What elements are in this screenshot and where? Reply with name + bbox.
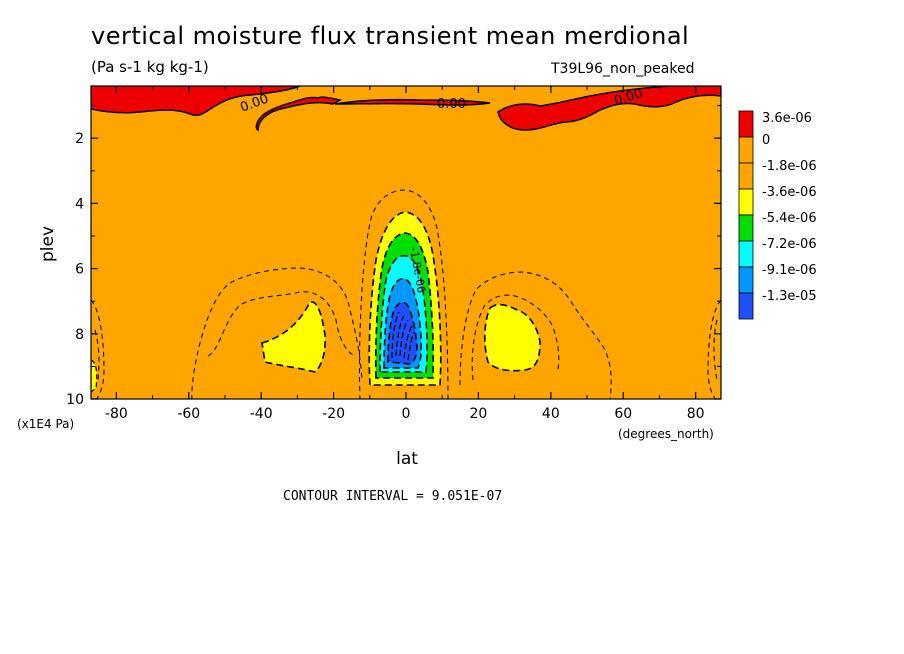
x-axis-units: (degrees_north) bbox=[618, 427, 714, 441]
color-legend: 3.6e-06 0 -1.8e-06 -3.6e-06 -5.4e-06 -7.2e-06… bbox=[738, 110, 817, 320]
y-tick-label: 10 bbox=[66, 392, 84, 408]
x-tick-label: 40 bbox=[542, 406, 560, 422]
x-tick-label: -20 bbox=[322, 406, 345, 422]
legend-swatch bbox=[738, 266, 754, 294]
legend-swatch bbox=[738, 136, 754, 164]
legend-label: -1.3e-05 bbox=[762, 289, 817, 304]
contour-interval-label: CONTOUR INTERVAL = 9.051E-07 bbox=[283, 489, 503, 504]
legend-label: -3.6e-06 bbox=[762, 185, 817, 200]
chart-title: vertical moisture flux transient mean me… bbox=[91, 22, 690, 50]
y-tick-label: 8 bbox=[75, 327, 84, 343]
x-tick-label: -80 bbox=[105, 406, 128, 422]
legend-swatch bbox=[738, 110, 754, 138]
legend-label: 0 bbox=[762, 133, 770, 148]
x-tick-label: 0 bbox=[402, 406, 411, 422]
legend-label: -9.1e-06 bbox=[762, 263, 817, 278]
x-axis: -80 -60 -40 -20 0 20 40 60 80 bbox=[105, 86, 705, 422]
legend-swatch bbox=[738, 214, 754, 242]
legend-swatch bbox=[738, 240, 754, 268]
contour-band-yellow-nh bbox=[484, 303, 541, 372]
legend-label: -5.4e-06 bbox=[762, 211, 817, 226]
contour-band-yellow-edge bbox=[91, 359, 98, 393]
contour-band-red-mid bbox=[334, 98, 491, 106]
x-tick-label: -40 bbox=[250, 406, 273, 422]
x-tick-label: 80 bbox=[687, 406, 705, 422]
contour-band-yellow-sh bbox=[261, 301, 326, 373]
y-tick-label: 4 bbox=[75, 196, 84, 212]
plume-contour-lines bbox=[391, 311, 415, 361]
y-axis-units: (x1E4 Pa) bbox=[17, 417, 74, 431]
legend-swatch bbox=[738, 188, 754, 216]
dashed-contours bbox=[91, 189, 721, 399]
run-name-label: T39L96_non_peaked bbox=[551, 61, 695, 77]
x-axis-label: lat bbox=[396, 449, 418, 469]
y-axis-label: plev bbox=[38, 226, 58, 262]
legend-swatch bbox=[738, 292, 754, 320]
y-axis: 2 4 6 8 10 bbox=[66, 105, 721, 408]
chart-units: (Pa s-1 kg kg-1) bbox=[91, 58, 209, 76]
legend-label: -7.2e-06 bbox=[762, 237, 817, 252]
contour-band-red-left-blob bbox=[255, 96, 343, 132]
legend-label: -1.8e-06 bbox=[762, 159, 817, 174]
x-tick-label: 60 bbox=[614, 406, 632, 422]
contour-label-2: 0.00 bbox=[437, 97, 466, 112]
contour-band-red-left bbox=[91, 86, 301, 117]
legend-swatch bbox=[738, 162, 754, 190]
plot-area: 0.00 0.00 0.00 -1.8e-06 bbox=[91, 86, 721, 399]
y-tick-label: 2 bbox=[75, 131, 84, 147]
x-tick-label: -60 bbox=[177, 406, 200, 422]
x-tick-label: 20 bbox=[469, 406, 487, 422]
legend-label: 3.6e-06 bbox=[762, 111, 812, 126]
y-tick-label: 6 bbox=[75, 262, 84, 278]
contour-band-red-right bbox=[497, 86, 721, 131]
